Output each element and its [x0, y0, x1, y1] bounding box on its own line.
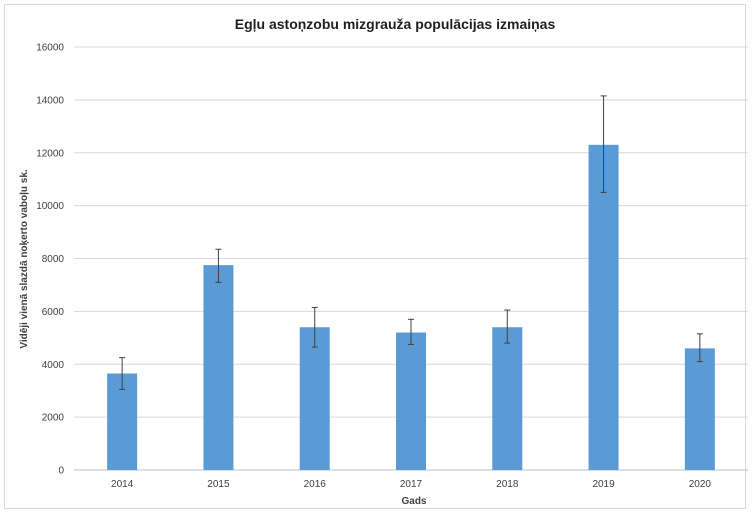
error-bar-2019: [600, 95, 607, 193]
bar-2015: [203, 265, 234, 470]
x-tick-label: 2017: [400, 479, 423, 490]
bar-2020: [684, 348, 715, 470]
x-tick-label: 2020: [689, 479, 712, 490]
y-tick-label: 0: [58, 466, 64, 477]
y-tick-label: 14000: [36, 95, 64, 106]
error-bar-2020: [696, 333, 703, 363]
bar-2018: [492, 327, 523, 470]
y-tick-label: 4000: [42, 360, 65, 371]
error-bar-2016: [311, 306, 318, 348]
bars: [107, 144, 715, 470]
y-tick-label: 2000: [42, 413, 65, 424]
x-tick-label: 2016: [304, 479, 327, 490]
y-tick-label: 10000: [36, 201, 64, 212]
bar-2016: [299, 327, 330, 470]
error-bar-2018: [504, 309, 511, 344]
x-tick-label: 2019: [592, 479, 615, 490]
chart-title: Egļu astoņzobu mizgrauža populācijas izm…: [235, 16, 556, 32]
x-axis-title: Gads: [401, 496, 426, 507]
bar-2017: [396, 332, 426, 470]
y-tick-label: 8000: [42, 254, 65, 265]
x-tick-label: 2014: [111, 479, 134, 490]
error-bars: [119, 95, 703, 390]
y-tick-labels: 0 2000 4000 6000 8000 10000 12000 14000 16000: [36, 43, 64, 477]
error-bar-2014: [119, 357, 126, 390]
bar-2019: [588, 144, 619, 470]
error-bar-2015: [215, 248, 222, 283]
x-tick-labels: 2014 2015 2016 2017 2018 2019 2020: [111, 479, 711, 490]
y-tick-label: 6000: [42, 307, 65, 318]
y-tick-label: 16000: [36, 43, 64, 54]
y-tick-label: 12000: [36, 148, 64, 159]
x-tick-label: 2018: [496, 479, 519, 490]
x-tick-label: 2015: [207, 479, 230, 490]
error-bar-2017: [408, 318, 414, 345]
y-axis-title: Vidēji vienā slazdā noķerto vaboļu sk.: [19, 169, 30, 349]
